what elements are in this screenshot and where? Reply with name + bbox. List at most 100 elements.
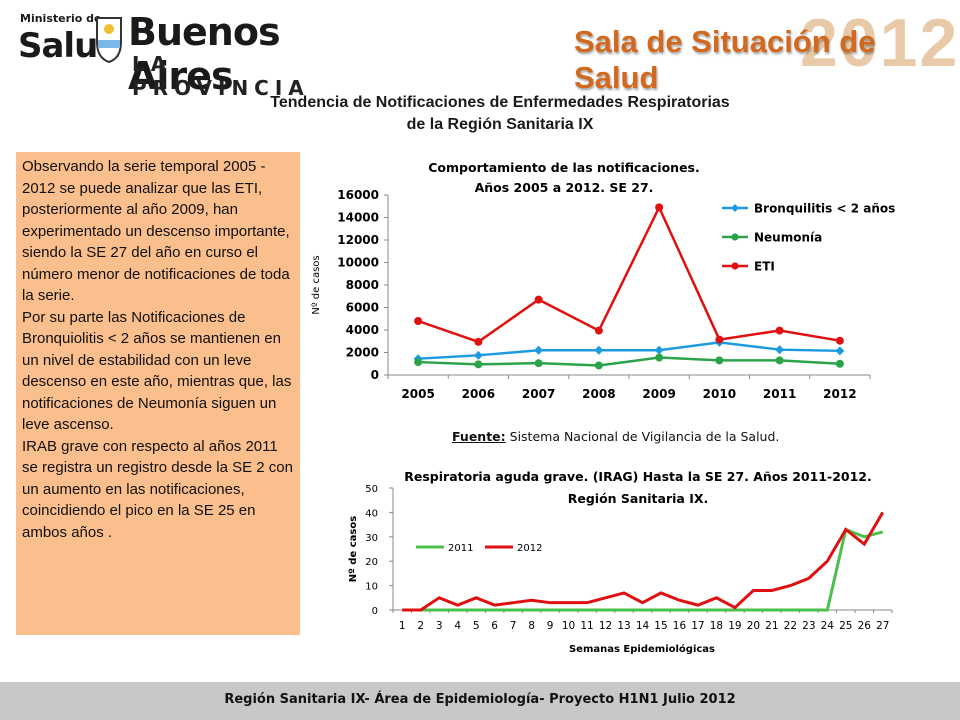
chart2-x-tick-label: 4 [454,620,461,632]
chart1-series-line [418,356,840,367]
chart1-data-point [594,345,604,355]
source-label: Fuente: [452,429,506,444]
chart2-x-tick-label: 3 [436,620,443,632]
analysis-text-panel: Observando la serie temporal 2005 - 2012… [16,152,300,635]
chart2-x-tick-label: 11 [580,620,593,632]
chart1-data-point [655,203,664,212]
chart1-data-point [775,356,784,365]
page-title-line2: de la Región Sanitaria IX [406,116,594,133]
chart2-x-tick-label: 6 [491,620,498,632]
chart1-data-point [775,326,784,335]
chart2-x-tick-label: 8 [528,620,535,632]
chart2-x-tick-label: 22 [784,620,797,632]
chart1-data-point [473,350,483,360]
chart2-x-tick-label: 17 [691,620,704,632]
chart1-x-tick-label: 2009 [642,387,675,401]
source-text: Sistema Nacional de Vigilancia de la Sal… [505,429,780,444]
chart1-series-line [417,204,841,344]
chart1-data-point [775,345,785,355]
chart2-legend-label: 2012 [517,543,542,554]
banner-title: Sala de Situación de Salud [574,24,876,95]
notifications-trend-chart: Comportamiento de las notificaciones. Año… [311,160,895,401]
analysis-paragraph-3: IRAB grave con respecto al años 2011 se … [22,437,293,541]
chart1-data-point [835,346,845,356]
banner-year: 2012 [800,5,960,81]
chart1-y-tick-label: 8000 [346,278,379,292]
page-title-line1: Tendencia de Notificaciones de Enfermeda… [270,94,730,111]
chart1-legend-label: ETI [754,260,775,274]
chart2-x-tick-label: 26 [858,620,872,632]
chart1-y-tick-label: 4000 [346,323,379,337]
chart1-y-tick-label: 6000 [346,301,379,315]
chart2-x-tick-label: 7 [510,620,517,632]
page-title: Tendencia de Notificaciones de Enfermeda… [220,92,780,136]
chart1-legend-label: Neumonía [754,231,822,245]
chart2-y-tick-label: 0 [372,606,378,617]
chart1-x-tick-label: 2006 [462,387,495,401]
chart2-x-tick-label: 2 [417,620,424,632]
chart2-x-tick-label: 5 [473,620,480,632]
chart1-y-tick-label: 14000 [337,211,379,225]
chart1-data-point [534,359,543,368]
analysis-paragraph-2: Por su parte las Notificaciones de Bronq… [22,308,292,434]
logo-ministerio-text: Ministerio de [20,12,102,25]
chart2-x-tick-label: 24 [821,620,835,632]
chart1-title-line: Años 2005 a 2012. SE 27. [475,180,654,195]
chart2-x-tick-label: 23 [802,620,815,632]
footer-bar [0,682,960,720]
chart2-x-tick-label: 18 [710,620,723,632]
chart2-series-line [402,527,884,612]
analysis-paragraph-1: Observando la serie temporal 2005 - 2012… [22,158,290,304]
chart1-data-point [835,336,844,345]
chart1-y-tick-label: 0 [371,368,379,382]
chart1-legend-marker [731,204,739,212]
chart2-x-tick-label: 10 [562,620,575,632]
chart1-data-point [715,356,724,365]
logo-brand-text: Buenos Aires [128,10,281,98]
chart1-data-point [654,345,664,355]
chart1-x-tick-label: 2010 [703,387,736,401]
chart1-x-tick-label: 2005 [401,387,434,401]
chart1-y-tick-label: 2000 [346,346,379,360]
chart1-data-point [414,317,423,325]
banner: 2012 Sala de Situación de Salud [560,5,957,95]
chart1-data-point [474,337,483,346]
chart2-x-tick-label: 13 [617,620,630,632]
chart1-x-tick-label: 2008 [582,387,615,401]
chart2-series-line [402,511,885,612]
chart2-y-axis-label: Nº de casos [348,516,359,582]
chart1-data-point [474,360,483,369]
chart2-x-tick-label: 20 [747,620,760,632]
chart1-data-point [835,359,844,368]
chart1-y-tick-label: 10000 [337,256,379,270]
chart1-data-point [715,335,724,344]
source-note: Fuente: Sistema Nacional de Vigilancia d… [452,429,779,444]
chart2-x-tick-label: 1 [399,620,406,632]
chart2-x-tick-label: 27 [876,620,889,632]
footer-text: Región Sanitaria IX- Área de Epidemiolog… [224,692,736,707]
chart1-x-tick-label: 2011 [763,387,796,401]
chart2-title-line: Respiratoria aguda grave. (IRAG) Hasta l… [404,469,871,484]
chart2-y-tick-label: 50 [365,484,378,495]
chart1-title-line: Comportamiento de las notificaciones. [428,160,700,175]
chart1-data-point [655,353,664,362]
chart2-x-tick-label: 15 [654,620,667,632]
chart1-y-tick-label: 12000 [337,233,379,247]
chart1-data-point [534,345,544,355]
chart2-x-tick-label: 12 [599,620,612,632]
chart2-title-line: Región Sanitaria IX. [568,491,708,506]
chart2-x-tick-label: 25 [839,620,852,632]
chart2-y-tick-label: 20 [365,557,378,568]
shield-icon [96,17,122,64]
chart1-x-tick-label: 2012 [823,387,856,401]
chart1-x-tick-label: 2007 [522,387,555,401]
chart2-x-tick-label: 16 [673,620,687,632]
chart1-legend-marker [731,262,739,270]
chart2-x-tick-label: 14 [636,620,650,632]
chart2-x-axis-label: Semanas Epidemiológicas [569,643,715,655]
chart2-legend-label: 2011 [448,543,473,554]
irag-chart: Respiratoria aguda grave. (IRAG) Hasta l… [348,469,893,655]
chart2-y-tick-label: 10 [365,582,378,593]
chart2-y-tick-label: 30 [365,533,378,544]
chart1-y-axis-label: Nº de casos [311,255,322,314]
